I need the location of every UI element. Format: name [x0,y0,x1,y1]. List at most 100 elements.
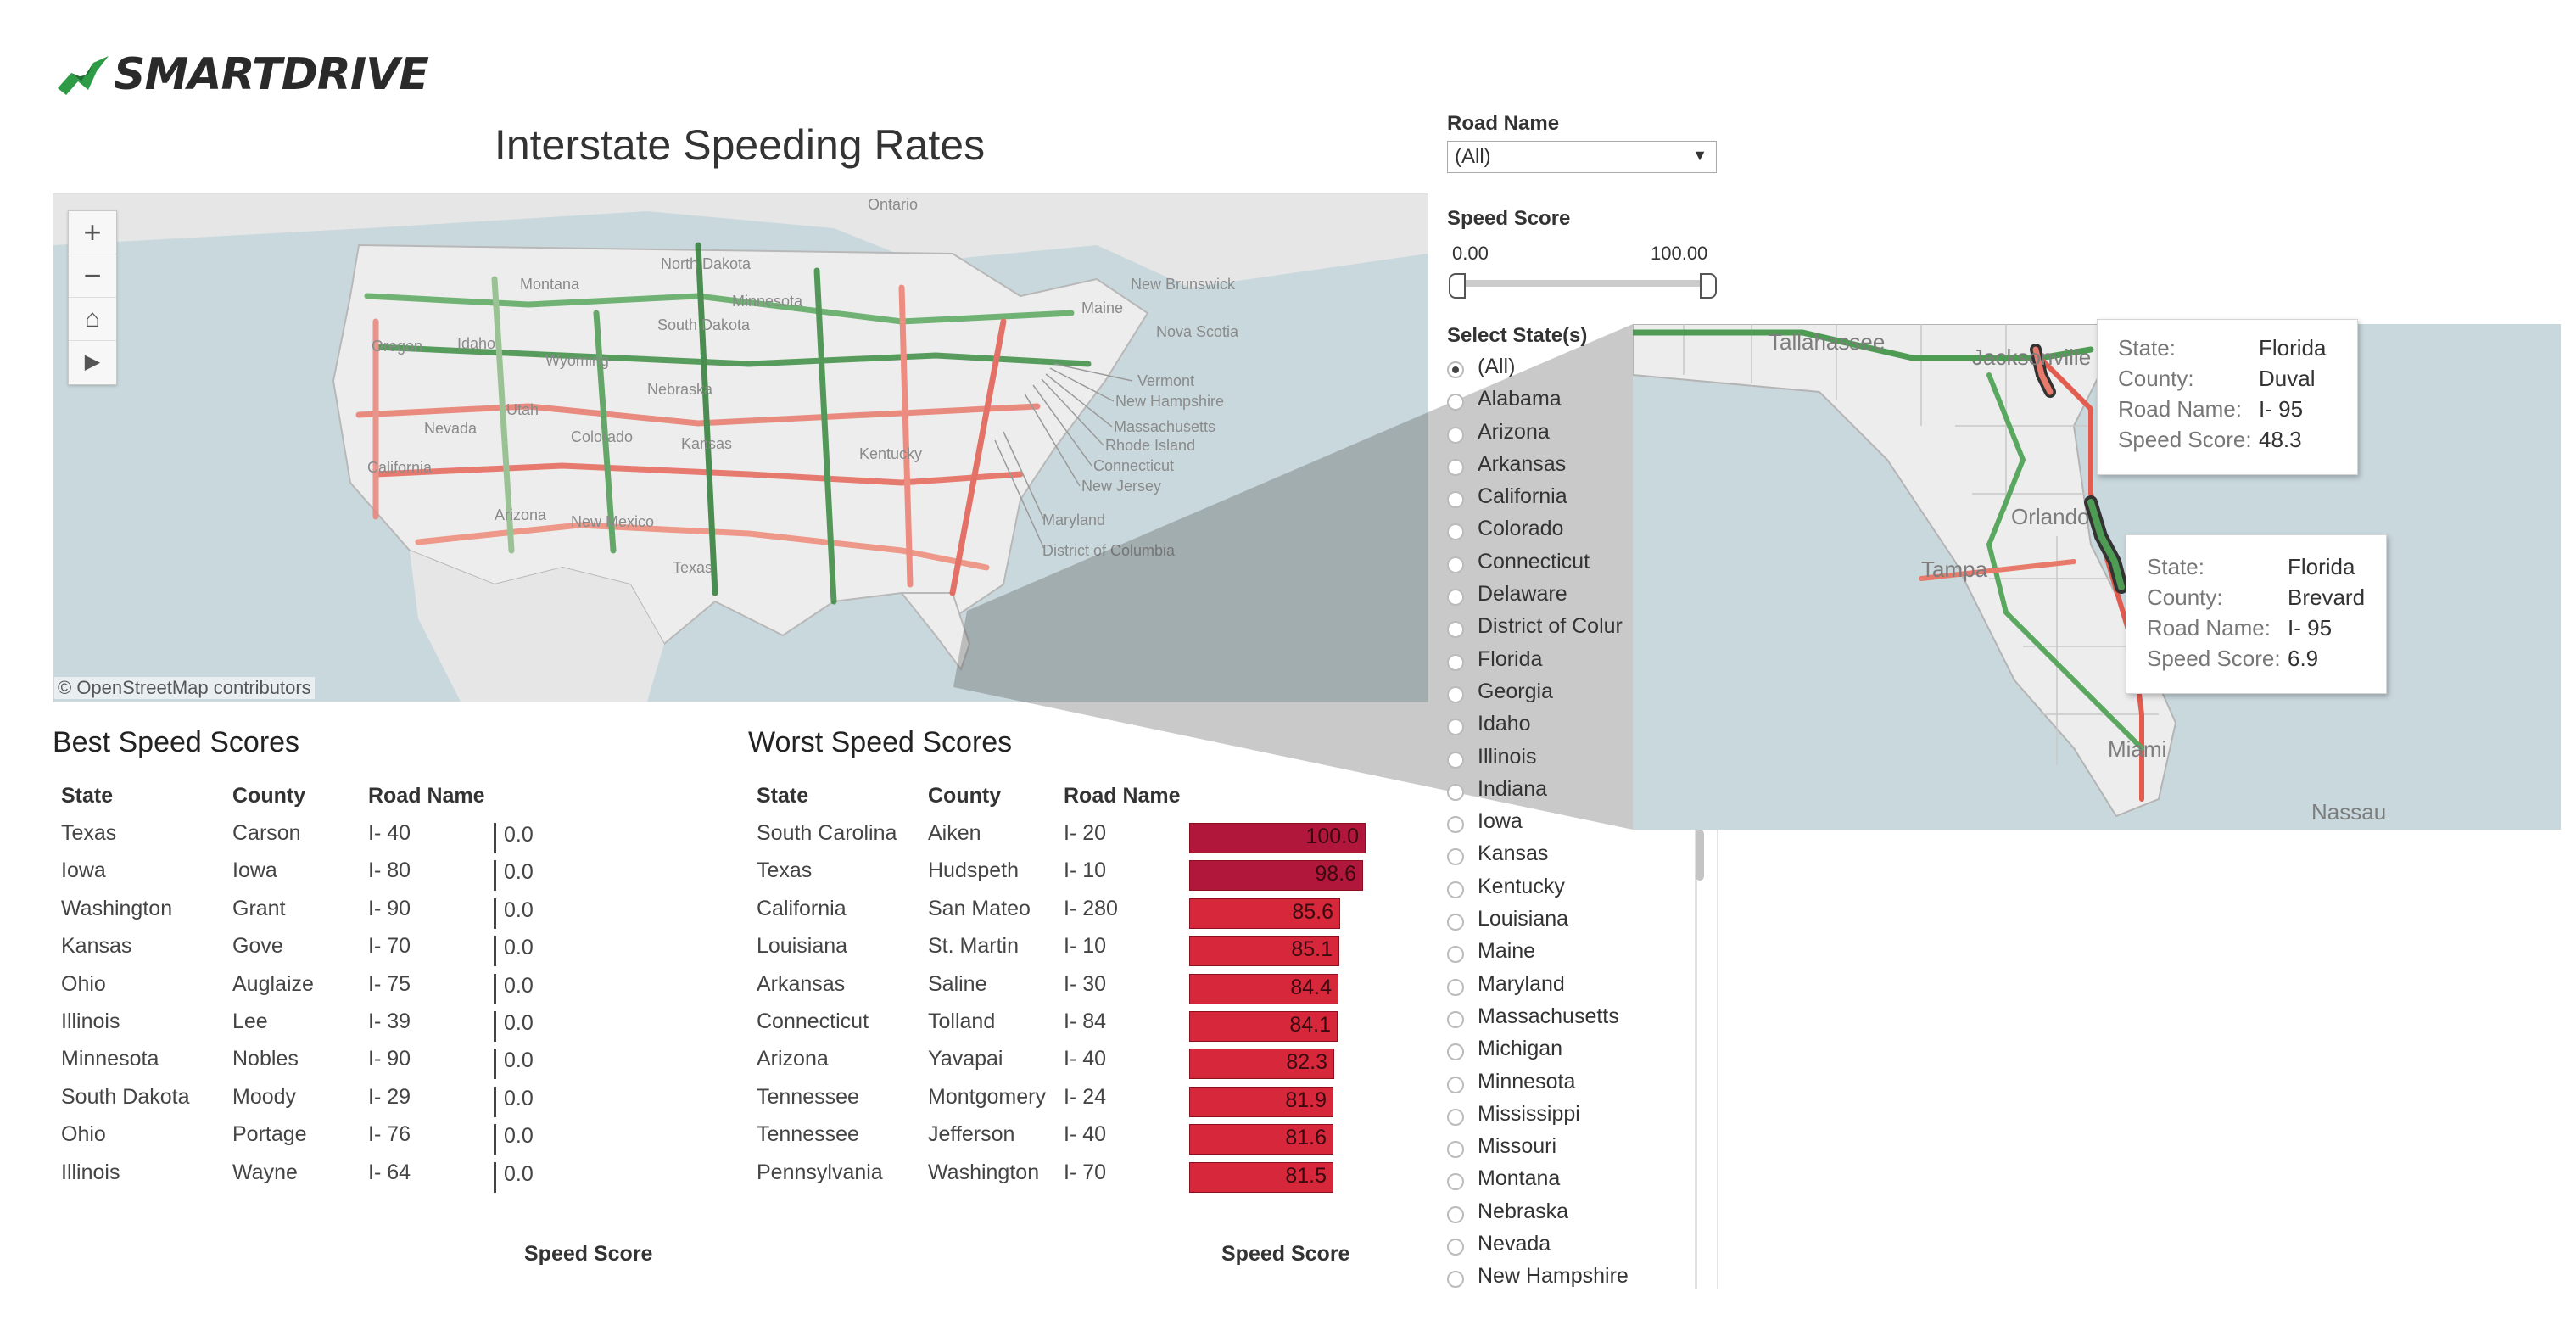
road-name-dropdown[interactable]: (All) ▼ [1447,141,1717,173]
col-state: State [61,784,114,808]
cell-county: Nobles [232,1047,299,1071]
tooltip-key: Speed Score: [2147,646,2281,671]
radio-icon[interactable] [1447,719,1464,736]
table-row[interactable]: Arkansas Saline I- 30 84.4 [748,972,1427,1006]
score-bar [494,936,496,967]
cell-state: Ohio [61,1122,106,1147]
table-row[interactable]: Tennessee Jefferson I- 40 81.6 [748,1122,1427,1156]
map-label: Arizona [495,506,547,523]
table-row[interactable]: South Carolina Aiken I- 20 100.0 [748,821,1427,855]
radio-icon[interactable] [1447,653,1464,671]
table-row[interactable]: Texas Hudspeth I- 10 98.6 [748,858,1427,892]
radio-icon[interactable] [1447,394,1464,411]
radio-icon[interactable] [1447,1205,1464,1223]
state-list-scrollbar-track[interactable] [1695,814,1697,1289]
map-attribution: © OpenStreetMap contributors [54,677,315,699]
map-label: Kentucky [859,445,922,462]
table-row[interactable]: Ohio Portage I- 76 0.0 [53,1122,562,1156]
florida-inset-map[interactable]: Tallahassee Jacksonville Orlando Tampa M… [1633,324,2561,830]
cell-county: Wayne [232,1160,298,1184]
home-button[interactable]: ⌂ [69,298,116,341]
radio-icon[interactable] [1447,589,1464,607]
speed-score-label: Speed Score [1447,207,1571,230]
radio-icon[interactable] [1447,1043,1464,1061]
radio-icon[interactable] [1447,1239,1464,1256]
radio-icon[interactable] [1447,946,1464,964]
radio-icon[interactable] [1447,816,1464,834]
state-option-label: Maryland [1478,971,1565,996]
radio-icon[interactable] [1447,1271,1464,1289]
state-option-label: (All) [1478,355,1516,378]
cell-state: Arizona [757,1047,829,1071]
speed-score-slider-track[interactable] [1456,280,1710,287]
radio-icon[interactable] [1447,881,1464,898]
radio-icon[interactable] [1447,783,1464,801]
radio-icon[interactable] [1447,1141,1464,1159]
table-row[interactable]: South Dakota Moody I- 29 0.0 [53,1085,562,1119]
table-row[interactable]: Arizona Yavapai I- 40 82.3 [748,1047,1427,1081]
radio-icon[interactable] [1447,848,1464,866]
radio-icon[interactable] [1447,1173,1464,1191]
zoom-out-button[interactable]: − [69,254,116,298]
zoom-in-button[interactable]: + [69,211,116,254]
radio-icon[interactable] [1447,1010,1464,1028]
map-label: New Jersey [1081,478,1161,495]
table-row[interactable]: California San Mateo I- 280 85.6 [748,897,1427,931]
cell-score: 0.0 [504,1011,534,1035]
cell-state: Illinois [61,1009,120,1033]
table-row[interactable]: Kansas Gove I- 70 0.0 [53,934,562,968]
radio-icon[interactable] [1447,491,1464,509]
map-label: Nebraska [647,381,713,398]
state-list-scrollbar-thumb[interactable] [1696,830,1704,881]
radio-icon[interactable] [1447,1108,1464,1126]
cell-county: Saline [928,971,987,996]
map-label: Montana [520,276,580,293]
table-row[interactable]: Pennsylvania Washington I- 70 81.5 [748,1160,1427,1194]
table-row[interactable]: Tennessee Montgomery I- 24 81.9 [748,1085,1427,1119]
slider-min-handle[interactable] [1449,273,1466,299]
radio-icon[interactable] [1447,1076,1464,1093]
radio-icon[interactable] [1447,556,1464,573]
cell-state: Louisiana [757,934,848,959]
tooltip-key: County: [2118,366,2194,391]
radio-icon[interactable] [1447,914,1464,931]
table-row[interactable]: Minnesota Nobles I- 90 0.0 [53,1047,562,1081]
radio-icon[interactable] [1447,426,1464,444]
cell-road: I- 39 [368,1009,411,1033]
table-row[interactable]: Illinois Lee I- 39 0.0 [53,1009,562,1043]
table-row[interactable]: Iowa Iowa I- 80 0.0 [53,858,562,892]
radio-icon[interactable] [1447,458,1464,476]
cell-county: Yavapai [928,1047,1003,1071]
table-row[interactable]: Texas Carson I- 40 0.0 [53,821,562,855]
cell-road: I- 40 [1064,1047,1107,1071]
tooltip-key: Speed Score: [2118,427,2252,452]
score-bar [1189,1011,1338,1042]
table-row[interactable]: Washington Grant I- 90 0.0 [53,897,562,931]
cell-score: 84.4 [1290,975,1332,999]
cell-score: 0.0 [504,860,534,885]
cell-state: Texas [61,821,117,845]
table-row[interactable]: Connecticut Tolland I- 84 84.1 [748,1009,1427,1043]
cell-county: Aiken [928,821,981,845]
play-button[interactable]: ▶ [84,350,101,373]
table-row[interactable]: Illinois Wayne I- 64 0.0 [53,1160,562,1194]
radio-icon[interactable] [1447,751,1464,769]
us-interstate-map[interactable]: Ontario North Dakota Montana Minnesota S… [53,193,1428,702]
score-bar [494,860,496,892]
state-option-label: District of Colur [1478,614,1623,639]
table-row[interactable]: Louisiana St. Martin I- 10 85.1 [748,934,1427,968]
slider-max-handle[interactable] [1700,273,1717,299]
cell-county: Grant [232,896,286,920]
cell-road: I- 90 [368,896,411,920]
table-row[interactable]: Ohio Auglaize I- 75 0.0 [53,972,562,1006]
radio-icon[interactable] [1447,361,1464,378]
state-option-label: Delaware [1478,582,1567,607]
radio-icon[interactable] [1447,621,1464,639]
inset-label: Jacksonville [1972,344,2091,370]
radio-icon[interactable] [1447,978,1464,996]
radio-icon[interactable] [1447,523,1464,541]
radio-icon[interactable] [1447,685,1464,703]
cell-score: 85.1 [1291,937,1333,962]
map-canvas[interactable]: Ontario North Dakota Montana Minnesota S… [53,194,1428,702]
tooltip-brevard: State: Florida County: Brevard Road Name… [2126,534,2387,694]
